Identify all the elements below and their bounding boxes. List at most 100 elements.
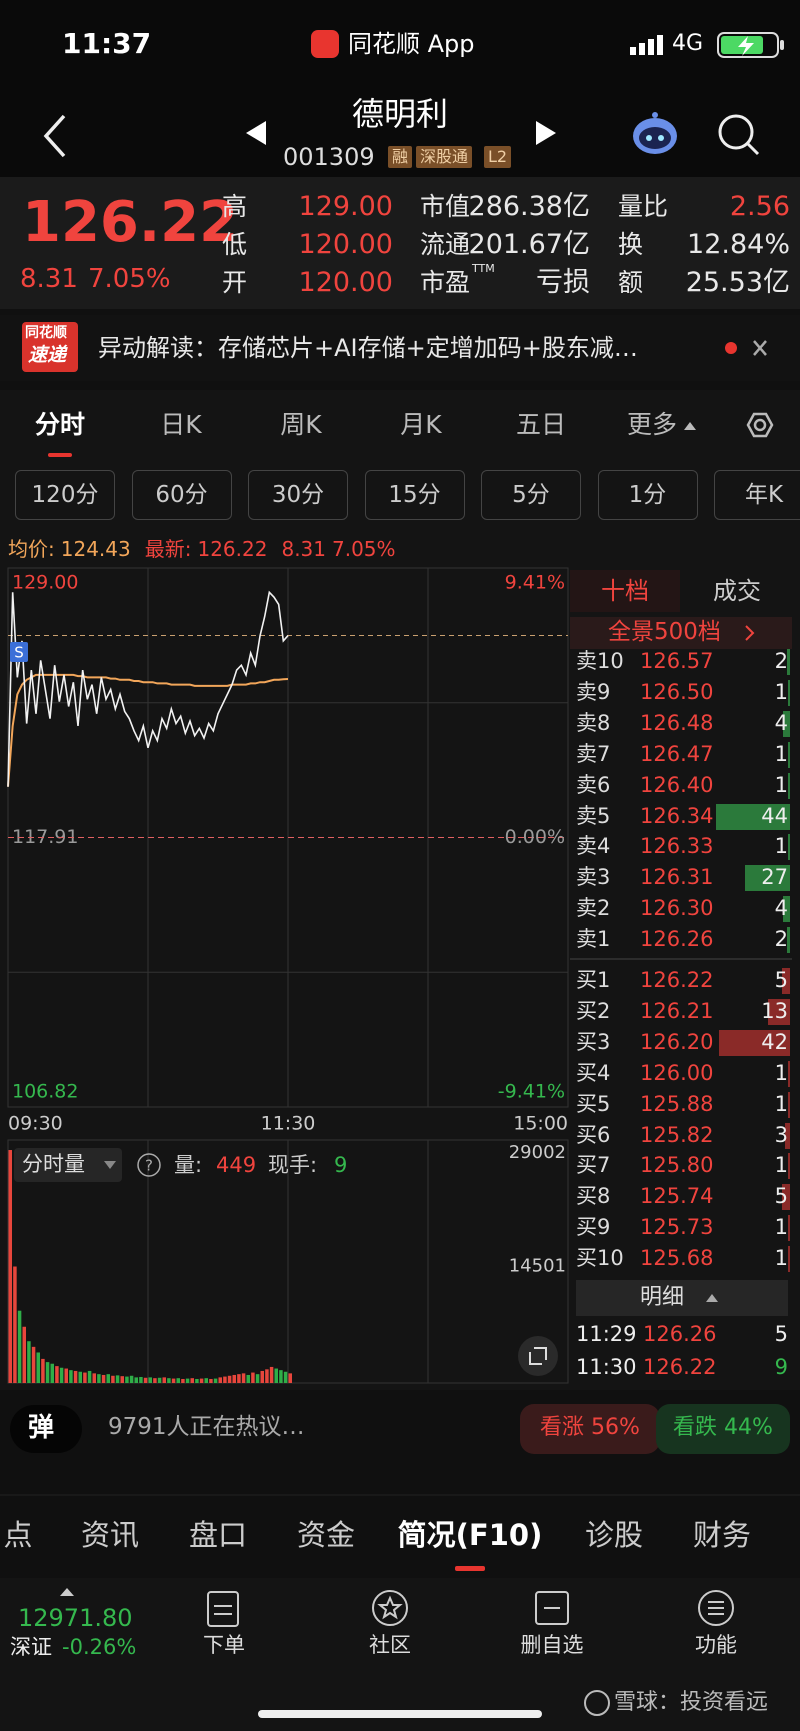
- period-button[interactable]: 年K: [714, 470, 800, 520]
- book-volume-bar: [719, 1029, 790, 1056]
- volume-bar: [204, 1378, 208, 1383]
- detail-header[interactable]: [576, 1280, 788, 1316]
- period-button[interactable]: 1分: [597, 470, 698, 520]
- book-label: 卖8: [576, 710, 611, 735]
- book-volume: 4: [774, 710, 788, 735]
- bull-label[interactable]: 看涨 56%: [540, 1415, 640, 1440]
- volume-hand-label: 现手:: [268, 1153, 318, 1177]
- index-value[interactable]: 12971.80: [18, 1604, 133, 1632]
- book-label: 买10: [576, 1246, 624, 1271]
- period-button[interactable]: 60分: [131, 470, 232, 520]
- orderbook-tab[interactable]: 十档: [601, 577, 649, 605]
- price-pct: 7.05%: [88, 264, 171, 294]
- volume-bar: [55, 1366, 59, 1383]
- chart-tab[interactable]: 五日: [515, 410, 566, 439]
- orderbook-tab[interactable]: 成交: [713, 577, 761, 605]
- info-last: 126.22: [197, 537, 268, 561]
- period-button[interactable]: 30分: [248, 470, 348, 520]
- volume-selector[interactable]: [14, 1148, 122, 1182]
- book-volume: 3: [774, 1122, 788, 1147]
- close-news[interactable]: [753, 340, 767, 356]
- news-text[interactable]: 异动解读：存储芯片+AI存储+定增加码+股东减…: [98, 334, 638, 362]
- settings-icon[interactable]: [746, 412, 774, 438]
- bear-label[interactable]: 看跌 44%: [673, 1415, 773, 1440]
- danmu-button[interactable]: [10, 1405, 82, 1453]
- bottom-tab[interactable]: 资讯: [80, 1518, 139, 1552]
- panorama-bar[interactable]: [570, 617, 792, 649]
- bottom-tab[interactable]: 点: [3, 1518, 33, 1552]
- robot-icon[interactable]: [633, 112, 677, 154]
- volume-qty-label: 量:: [174, 1153, 203, 1177]
- next-stock[interactable]: [536, 121, 556, 145]
- bottom-tab[interactable]: 资金: [296, 1518, 355, 1552]
- trade-volume: 9: [774, 1355, 788, 1379]
- volume-bar: [153, 1378, 157, 1383]
- bottom-tab[interactable]: 诊股: [584, 1518, 643, 1552]
- expand-button[interactable]: [518, 1336, 558, 1376]
- chart-tab[interactable]: 日K: [160, 410, 202, 439]
- stock-tag: 融: [388, 146, 413, 168]
- book-volume: 1: [774, 1153, 788, 1178]
- toolbar-item[interactable]: 功能: [695, 1633, 737, 1657]
- book-volume-bar: [788, 1215, 790, 1242]
- book-price: 126.00: [640, 1060, 714, 1085]
- index-pct: -0.26%: [62, 1635, 137, 1659]
- book-label: 卖4: [576, 834, 611, 859]
- book-volume: 44: [761, 803, 788, 828]
- x-tick-label: 15:00: [513, 1113, 568, 1135]
- help-icon[interactable]: [137, 1153, 161, 1177]
- x-tick-label: 09:30: [8, 1113, 63, 1135]
- volume-bar: [223, 1376, 227, 1383]
- volume-bar: [199, 1378, 204, 1383]
- bottom-tab[interactable]: 盘口: [188, 1518, 247, 1552]
- volume-bar: [78, 1371, 82, 1383]
- bottom-tab-underline: [455, 1566, 485, 1571]
- status-network: 4G: [672, 31, 704, 56]
- bottom-tab[interactable]: 财务: [692, 1518, 751, 1552]
- detail-title[interactable]: 明细: [640, 1285, 685, 1310]
- info-avg: 124.43: [60, 537, 131, 561]
- signal-label: S: [14, 644, 24, 662]
- book-label: 买9: [576, 1215, 611, 1240]
- chart-tab[interactable]: 更多: [626, 410, 677, 439]
- stat-label: 市值: [420, 192, 471, 221]
- y-tick-label: 106.82: [12, 1081, 78, 1103]
- toolbar-item[interactable]: 下单: [203, 1633, 245, 1657]
- status-time: 11:37: [62, 27, 152, 60]
- bear-button[interactable]: [656, 1404, 790, 1454]
- chart-tab[interactable]: 分时: [34, 410, 85, 439]
- volume-title[interactable]: 分时量: [22, 1152, 85, 1176]
- prev-stock[interactable]: [246, 121, 266, 145]
- panorama-arrow: [745, 625, 755, 641]
- news-dot: [725, 342, 737, 354]
- panorama-label[interactable]: 全景500档: [608, 619, 721, 645]
- period-button[interactable]: 5分: [481, 470, 581, 520]
- book-price: 126.20: [640, 1029, 714, 1054]
- stock-name: 德明利: [351, 95, 448, 133]
- toolbar-item[interactable]: 社区: [369, 1633, 411, 1657]
- book-volume: 1: [774, 772, 788, 797]
- bottom-tab[interactable]: 简况(F10): [397, 1518, 543, 1552]
- chart-tab[interactable]: 周K: [280, 410, 322, 439]
- volume-bar: [255, 1374, 260, 1383]
- book-price: 125.68: [640, 1246, 714, 1271]
- stock-tag: 深股通: [416, 146, 473, 168]
- trade-time: 11:29: [576, 1322, 637, 1346]
- toolbar-item[interactable]: 删自选: [520, 1633, 584, 1657]
- bull-button[interactable]: [520, 1404, 660, 1454]
- book-volume-bar: [788, 772, 790, 799]
- book-label: 卖3: [576, 865, 611, 890]
- discussion-text[interactable]: 9791人正在热议…: [108, 1414, 305, 1440]
- period-button[interactable]: 120分: [15, 470, 115, 520]
- period-button[interactable]: 15分: [364, 470, 465, 520]
- info-avg-label: 均价:: [8, 537, 55, 561]
- chart-tab[interactable]: 月K: [400, 410, 442, 439]
- index-name: 深证: [10, 1635, 52, 1659]
- trade-price: 126.22: [643, 1355, 717, 1379]
- book-price: 125.82: [640, 1122, 714, 1147]
- danmu-label[interactable]: 弹: [28, 1413, 55, 1443]
- stat-value: 2.56: [729, 191, 790, 222]
- book-volume-bar: [783, 896, 790, 923]
- search-icon[interactable]: [718, 114, 760, 156]
- back-button[interactable]: [43, 114, 66, 158]
